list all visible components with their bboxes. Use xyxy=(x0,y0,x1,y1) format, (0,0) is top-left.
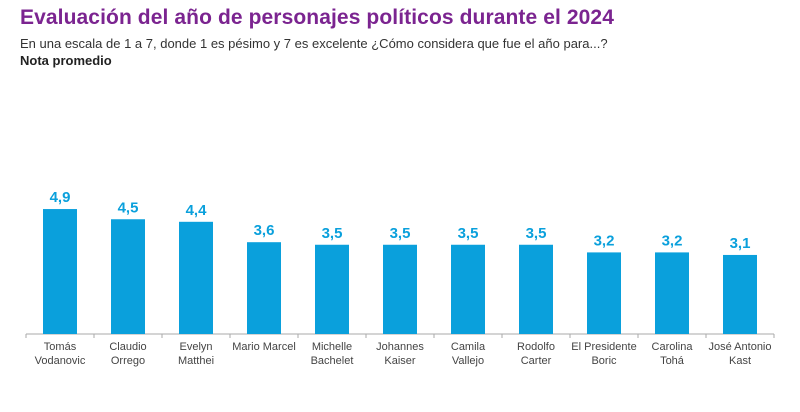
bar-value-label: 3,5 xyxy=(458,225,479,242)
bar xyxy=(519,244,553,334)
bar xyxy=(451,244,485,334)
bar xyxy=(655,252,689,334)
bar xyxy=(247,242,281,334)
category-label-line: Rodolfo xyxy=(517,341,555,353)
bar xyxy=(587,252,621,334)
bar xyxy=(43,209,77,334)
category-label: Tomás Vodanovic xyxy=(35,341,86,367)
category-label-line: Michelle xyxy=(312,341,352,353)
category-label-line: Bachelet xyxy=(311,355,354,367)
bar-group: 3,5 Camila Vallejo xyxy=(451,225,486,367)
chart-note: Nota promedio xyxy=(20,53,112,68)
bar-group: 3,2 El Presidente Boric xyxy=(571,232,636,367)
bar-group: 3,6 Mario Marcel xyxy=(232,222,296,353)
bar xyxy=(179,221,213,334)
category-label-line: Kaiser xyxy=(384,355,416,367)
category-label-line: Orrego xyxy=(111,355,145,367)
category-label: Mario Marcel xyxy=(232,341,296,353)
chart-subtitle: En una escala de 1 a 7, donde 1 es pésim… xyxy=(20,36,608,51)
category-label: Michelle Bachelet xyxy=(311,341,354,367)
category-label-line: Matthei xyxy=(178,355,214,367)
bar-group: 4,5 Claudio Orrego xyxy=(109,199,146,367)
category-label-line: José Antonio xyxy=(709,341,772,353)
category-label-line: Claudio xyxy=(109,341,146,353)
category-label-line: Mario Marcel xyxy=(232,341,296,353)
bar-value-label: 3,6 xyxy=(254,222,275,239)
bar-value-label: 3,2 xyxy=(662,232,683,249)
bar-value-label: 4,4 xyxy=(186,202,208,219)
bar-group: 3,5 Michelle Bachelet xyxy=(311,225,354,367)
bar-value-label: 3,2 xyxy=(594,232,615,249)
bar-group: 3,5 Rodolfo Carter xyxy=(517,225,555,367)
bar-value-label: 4,9 xyxy=(50,189,71,206)
category-label: Camila Vallejo xyxy=(451,341,486,367)
bar-group: 4,9 Tomás Vodanovic xyxy=(35,189,86,367)
category-label: Rodolfo Carter xyxy=(517,341,555,367)
bar-value-label: 3,5 xyxy=(526,225,547,242)
category-label-line: Vallejo xyxy=(452,355,484,367)
category-label-line: Vodanovic xyxy=(35,355,86,367)
bar-value-label: 4,5 xyxy=(118,199,139,216)
bar-value-label: 3,1 xyxy=(730,235,751,252)
category-label-line: Boric xyxy=(591,355,617,367)
category-label-line: Carter xyxy=(521,355,552,367)
bar-value-label: 3,5 xyxy=(322,225,343,242)
bar xyxy=(723,254,757,334)
category-label: Claudio Orrego xyxy=(109,341,146,367)
category-label-line: Johannes xyxy=(376,341,424,353)
category-label-line: Carolina xyxy=(652,341,694,353)
category-label-line: Tohá xyxy=(660,355,685,367)
bar-group: 3,5 Johannes Kaiser xyxy=(376,225,424,367)
category-label: Johannes Kaiser xyxy=(376,341,424,367)
bar xyxy=(315,244,349,334)
bar-group: 3,2 Carolina Tohá xyxy=(652,232,694,367)
category-label-line: El Presidente xyxy=(571,341,636,353)
bar xyxy=(383,244,417,334)
category-label: Carolina Tohá xyxy=(652,341,694,367)
bar xyxy=(111,219,145,334)
bar-value-label: 3,5 xyxy=(390,225,411,242)
category-label-line: Camila xyxy=(451,341,486,353)
category-label-line: Tomás xyxy=(44,341,77,353)
bar-group: 3,1 José Antonio Kast xyxy=(709,235,772,367)
bar-group: 4,4 Evelyn Matthei xyxy=(178,202,214,367)
category-label: El Presidente Boric xyxy=(571,341,636,367)
category-label: José Antonio Kast xyxy=(709,341,772,367)
chart-title: Evaluación del año de personajes polític… xyxy=(20,6,614,29)
category-label-line: Evelyn xyxy=(179,341,212,353)
category-label-line: Kast xyxy=(729,355,751,367)
category-label: Evelyn Matthei xyxy=(178,341,214,367)
